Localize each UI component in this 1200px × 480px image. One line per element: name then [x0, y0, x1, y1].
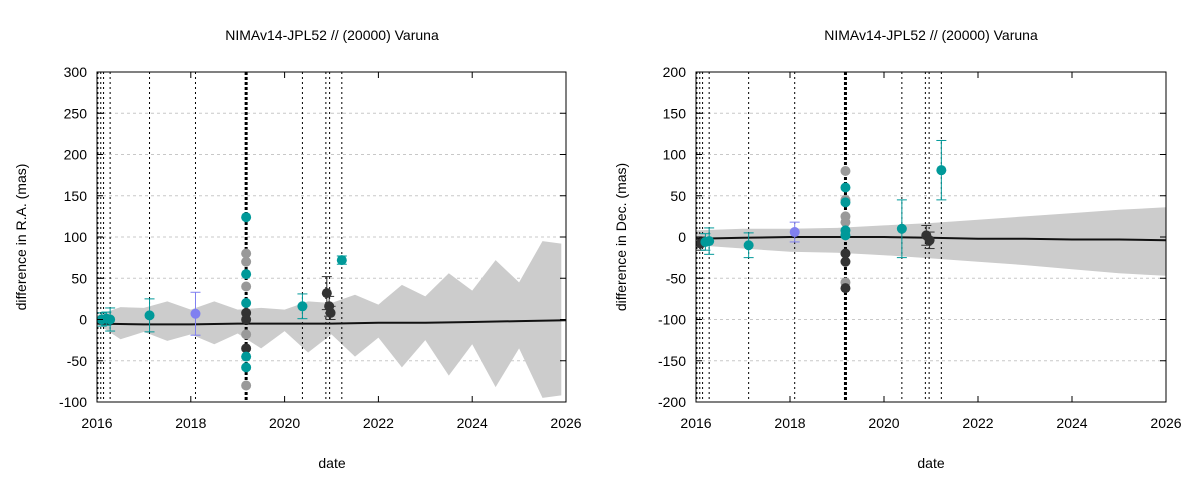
dec-panel: NIMAv14-JPL52 // (20000) Varuna date dif… — [613, 27, 1182, 471]
dec-x-tick-label: 2022 — [962, 415, 993, 431]
dec-y-tick-label: 200 — [663, 64, 687, 80]
ra-data-point — [241, 281, 252, 292]
ra-y-tick-label: 200 — [64, 147, 88, 163]
ra-y-tick-label: 0 — [79, 312, 87, 328]
ra-plot-area — [97, 72, 566, 402]
ra-y-tick-label: 250 — [64, 105, 88, 121]
ra-data-point — [241, 314, 252, 325]
ra-y-tick-label: 100 — [64, 229, 88, 245]
ra-x-tick-label: 2020 — [269, 415, 300, 431]
ra-data-point — [241, 343, 252, 354]
dec-data-point — [789, 227, 800, 238]
ra-panel: NIMAv14-JPL52 // (20000) Varuna date dif… — [13, 27, 582, 471]
ra-ylabel: difference in R.A. (mas) — [13, 164, 29, 311]
dec-data-point — [840, 217, 851, 228]
ra-data-point — [241, 298, 252, 308]
dec-title: NIMAv14-JPL52 // (20000) Varuna — [824, 27, 1038, 43]
dec-plot-area — [696, 72, 1166, 402]
dec-data-point — [840, 197, 851, 208]
dec-data-point — [840, 283, 851, 294]
dec-ylabel: difference in Dec. (mas) — [613, 163, 629, 311]
dec-x-tick-label: 2018 — [774, 415, 805, 431]
dec-data-point — [743, 240, 754, 251]
dec-data-point — [840, 166, 851, 176]
dec-y-tick-label: -50 — [666, 270, 686, 286]
dec-y-tick-label: 0 — [678, 229, 686, 245]
dec-data-point — [704, 236, 715, 247]
ra-data-point — [321, 288, 332, 299]
dec-y-tick-label: 150 — [663, 105, 687, 121]
dec-data-point — [924, 235, 935, 246]
dec-y-tick-label: -100 — [658, 312, 686, 328]
ra-y-tick-label: 50 — [71, 270, 87, 286]
dec-x-tick-label: 2026 — [1150, 415, 1181, 431]
ra-data-point — [144, 310, 155, 321]
dec-data-point — [896, 223, 907, 234]
dec-y-tick-label: 100 — [663, 147, 687, 163]
dec-y-tick-label: -150 — [658, 353, 686, 369]
ra-y-tick-label: 300 — [64, 64, 88, 80]
ra-data-point — [297, 301, 308, 312]
dec-data-point — [936, 165, 947, 176]
ra-data-point — [241, 351, 252, 362]
dec-data-point — [840, 182, 851, 193]
ra-data-point — [190, 308, 201, 319]
ra-x-tick-label: 2022 — [363, 415, 394, 431]
dec-x-tick-label: 2024 — [1056, 415, 1087, 431]
ra-data-point — [241, 269, 252, 280]
dec-x-tick-label: 2020 — [868, 415, 899, 431]
dec-y-tick-label: 50 — [670, 188, 686, 204]
ra-data-point — [105, 314, 116, 325]
ra-x-tick-label: 2026 — [550, 415, 581, 431]
ra-xlabel: date — [318, 455, 345, 471]
ra-data-point — [241, 362, 252, 373]
ra-y-tick-label: -100 — [59, 394, 87, 410]
dec-data-point — [840, 230, 851, 241]
ra-x-tick-label: 2016 — [81, 415, 112, 431]
dec-data-point — [840, 248, 851, 259]
ra-data-point — [241, 212, 252, 223]
dec-x-tick-label: 2016 — [680, 415, 711, 431]
ra-data-point — [325, 307, 336, 318]
ra-data-point — [241, 329, 252, 340]
dec-y-tick-label: -200 — [658, 394, 686, 410]
ra-y-tick-label: -50 — [67, 353, 87, 369]
ra-x-tick-label: 2024 — [457, 415, 488, 431]
ra-y-tick-label: 150 — [64, 188, 88, 204]
dec-data-point — [840, 256, 851, 267]
ra-title: NIMAv14-JPL52 // (20000) Varuna — [225, 27, 439, 43]
dec-xlabel: date — [917, 455, 944, 471]
ra-data-point — [336, 255, 347, 266]
ra-data-point — [241, 248, 252, 259]
ra-model-line — [97, 319, 566, 326]
ra-data-point — [241, 380, 252, 391]
ra-data-point — [241, 256, 252, 267]
ra-x-tick-label: 2018 — [175, 415, 206, 431]
